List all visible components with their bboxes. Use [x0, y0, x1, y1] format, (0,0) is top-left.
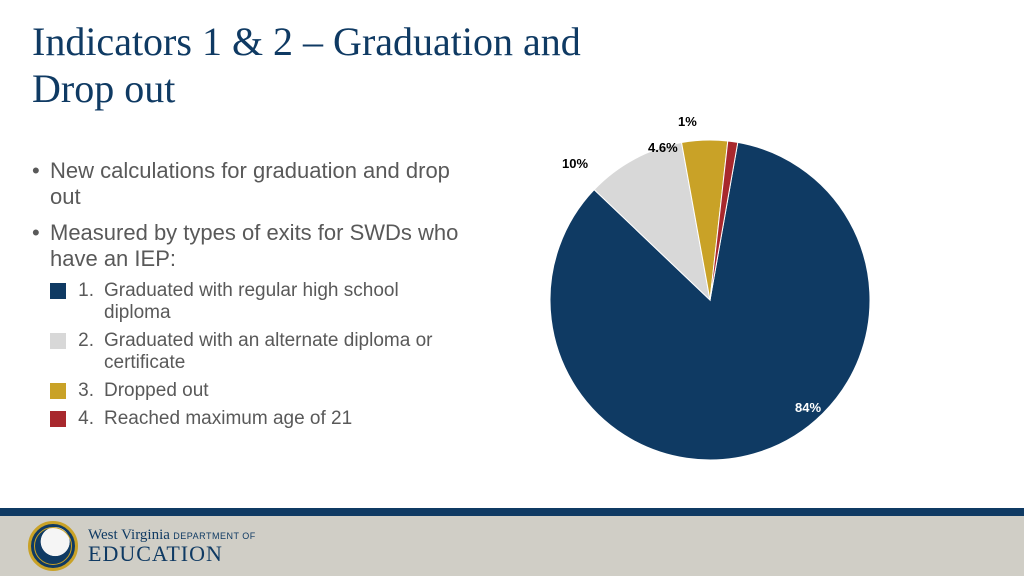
legend-num: 4. — [66, 408, 104, 430]
bullet-text: Measured by types of exits for SWDs who … — [50, 220, 462, 272]
bullet-text: New calculations for graduation and drop… — [50, 158, 462, 210]
legend-item-3: 3. Dropped out — [50, 380, 462, 402]
legend-num: 1. — [66, 280, 104, 302]
bullet-1: • New calculations for graduation and dr… — [32, 158, 462, 210]
bullet-marker: • — [32, 158, 50, 184]
legend-item-2: 2. Graduated with an alternate diploma o… — [50, 330, 462, 374]
legend-label: Dropped out — [104, 380, 462, 402]
content-area: • New calculations for graduation and dr… — [32, 158, 462, 436]
legend: 1. Graduated with regular high school di… — [50, 280, 462, 430]
pie-svg — [550, 130, 870, 470]
footer-band: West Virginia DEPARTMENT OF EDUCATION — [0, 516, 1024, 576]
brand-word: EDUCATION — [88, 543, 256, 565]
bullet-2: • Measured by types of exits for SWDs wh… — [32, 220, 462, 272]
brand-text: West Virginia DEPARTMENT OF EDUCATION — [88, 528, 256, 565]
legend-num: 2. — [66, 330, 104, 352]
slide-title: Indicators 1 & 2 – Graduation and Drop o… — [32, 18, 581, 112]
legend-label: Graduated with regular high school diplo… — [104, 280, 462, 324]
legend-num: 3. — [66, 380, 104, 402]
legend-label: Graduated with an alternate diploma or c… — [104, 330, 462, 374]
pie-slice-label: 4.6% — [648, 140, 678, 155]
pie-chart: 84% 10% 4.6%1% — [500, 100, 920, 500]
legend-swatch — [50, 283, 66, 299]
legend-item-1: 1. Graduated with regular high school di… — [50, 280, 462, 324]
legend-swatch — [50, 411, 66, 427]
state-seal-icon — [28, 521, 78, 571]
pie-slice-label: 1% — [678, 114, 697, 129]
legend-label: Reached maximum age of 21 — [104, 408, 462, 430]
brand-dept: DEPARTMENT OF — [173, 531, 256, 541]
bullet-marker: • — [32, 220, 50, 246]
slide: Indicators 1 & 2 – Graduation and Drop o… — [0, 0, 1024, 576]
legend-item-4: 4. Reached maximum age of 21 — [50, 408, 462, 430]
legend-swatch — [50, 383, 66, 399]
legend-swatch — [50, 333, 66, 349]
pie-slice-label: 10% — [562, 156, 588, 171]
pie-slice-label: 84% — [795, 400, 821, 415]
footer-rule — [0, 508, 1024, 516]
